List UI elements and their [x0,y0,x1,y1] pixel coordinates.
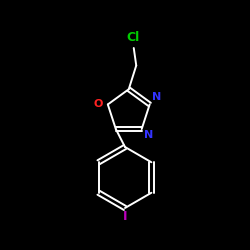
Text: N: N [144,130,153,140]
Text: I: I [123,210,127,223]
Text: N: N [152,92,161,102]
Text: Cl: Cl [126,31,139,44]
Text: O: O [94,99,103,109]
